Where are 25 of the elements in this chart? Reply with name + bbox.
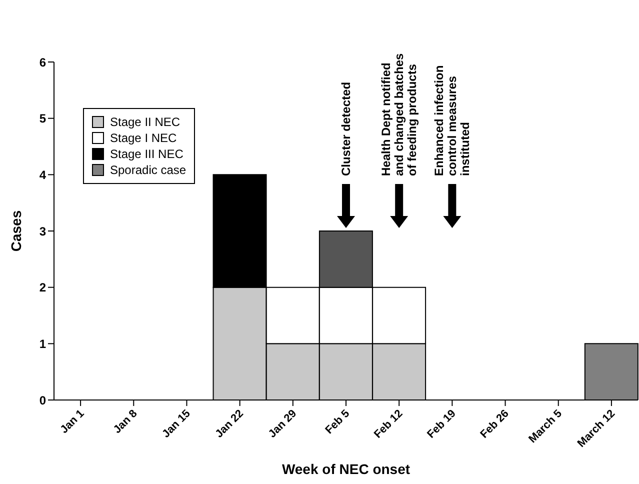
legend-label: Stage II NEC <box>110 115 180 129</box>
y-tick-label: 5 <box>39 112 46 126</box>
y-tick-label: 4 <box>39 168 46 182</box>
x-axis-title: Week of NEC onset <box>282 461 410 477</box>
x-tick-label: Feb 5 <box>323 408 352 436</box>
x-tick-label: Jan 29 <box>266 408 300 440</box>
y-axis-title: Cases <box>8 210 24 252</box>
y-tick-label: 3 <box>39 224 46 238</box>
y-tick-label: 0 <box>39 393 46 408</box>
x-tick-label: Jan 8 <box>111 408 140 436</box>
legend-label: Sporadic case <box>110 163 186 177</box>
x-tick-label: Feb 12 <box>372 408 406 441</box>
annotation: Cluster detected <box>339 82 353 176</box>
legend-label: Stage III NEC <box>110 147 184 161</box>
y-tick-label: 6 <box>39 55 46 70</box>
x-tick-label: Feb 26 <box>478 408 512 441</box>
annotation: Enhanced infection control measures instituted <box>432 65 472 176</box>
y-tick-label: 2 <box>39 280 46 295</box>
annotation: Health Dept notified and changed batches of feeding products <box>379 52 420 176</box>
legend-label: Stage I NEC <box>110 131 177 145</box>
x-tick-label: Jan 15 <box>160 408 193 440</box>
y-tick-label: 1 <box>39 336 46 351</box>
x-tick-label: Jan 1 <box>58 408 87 436</box>
x-tick-label: Jan 22 <box>213 408 246 440</box>
x-tick-label: Feb 19 <box>425 408 458 441</box>
